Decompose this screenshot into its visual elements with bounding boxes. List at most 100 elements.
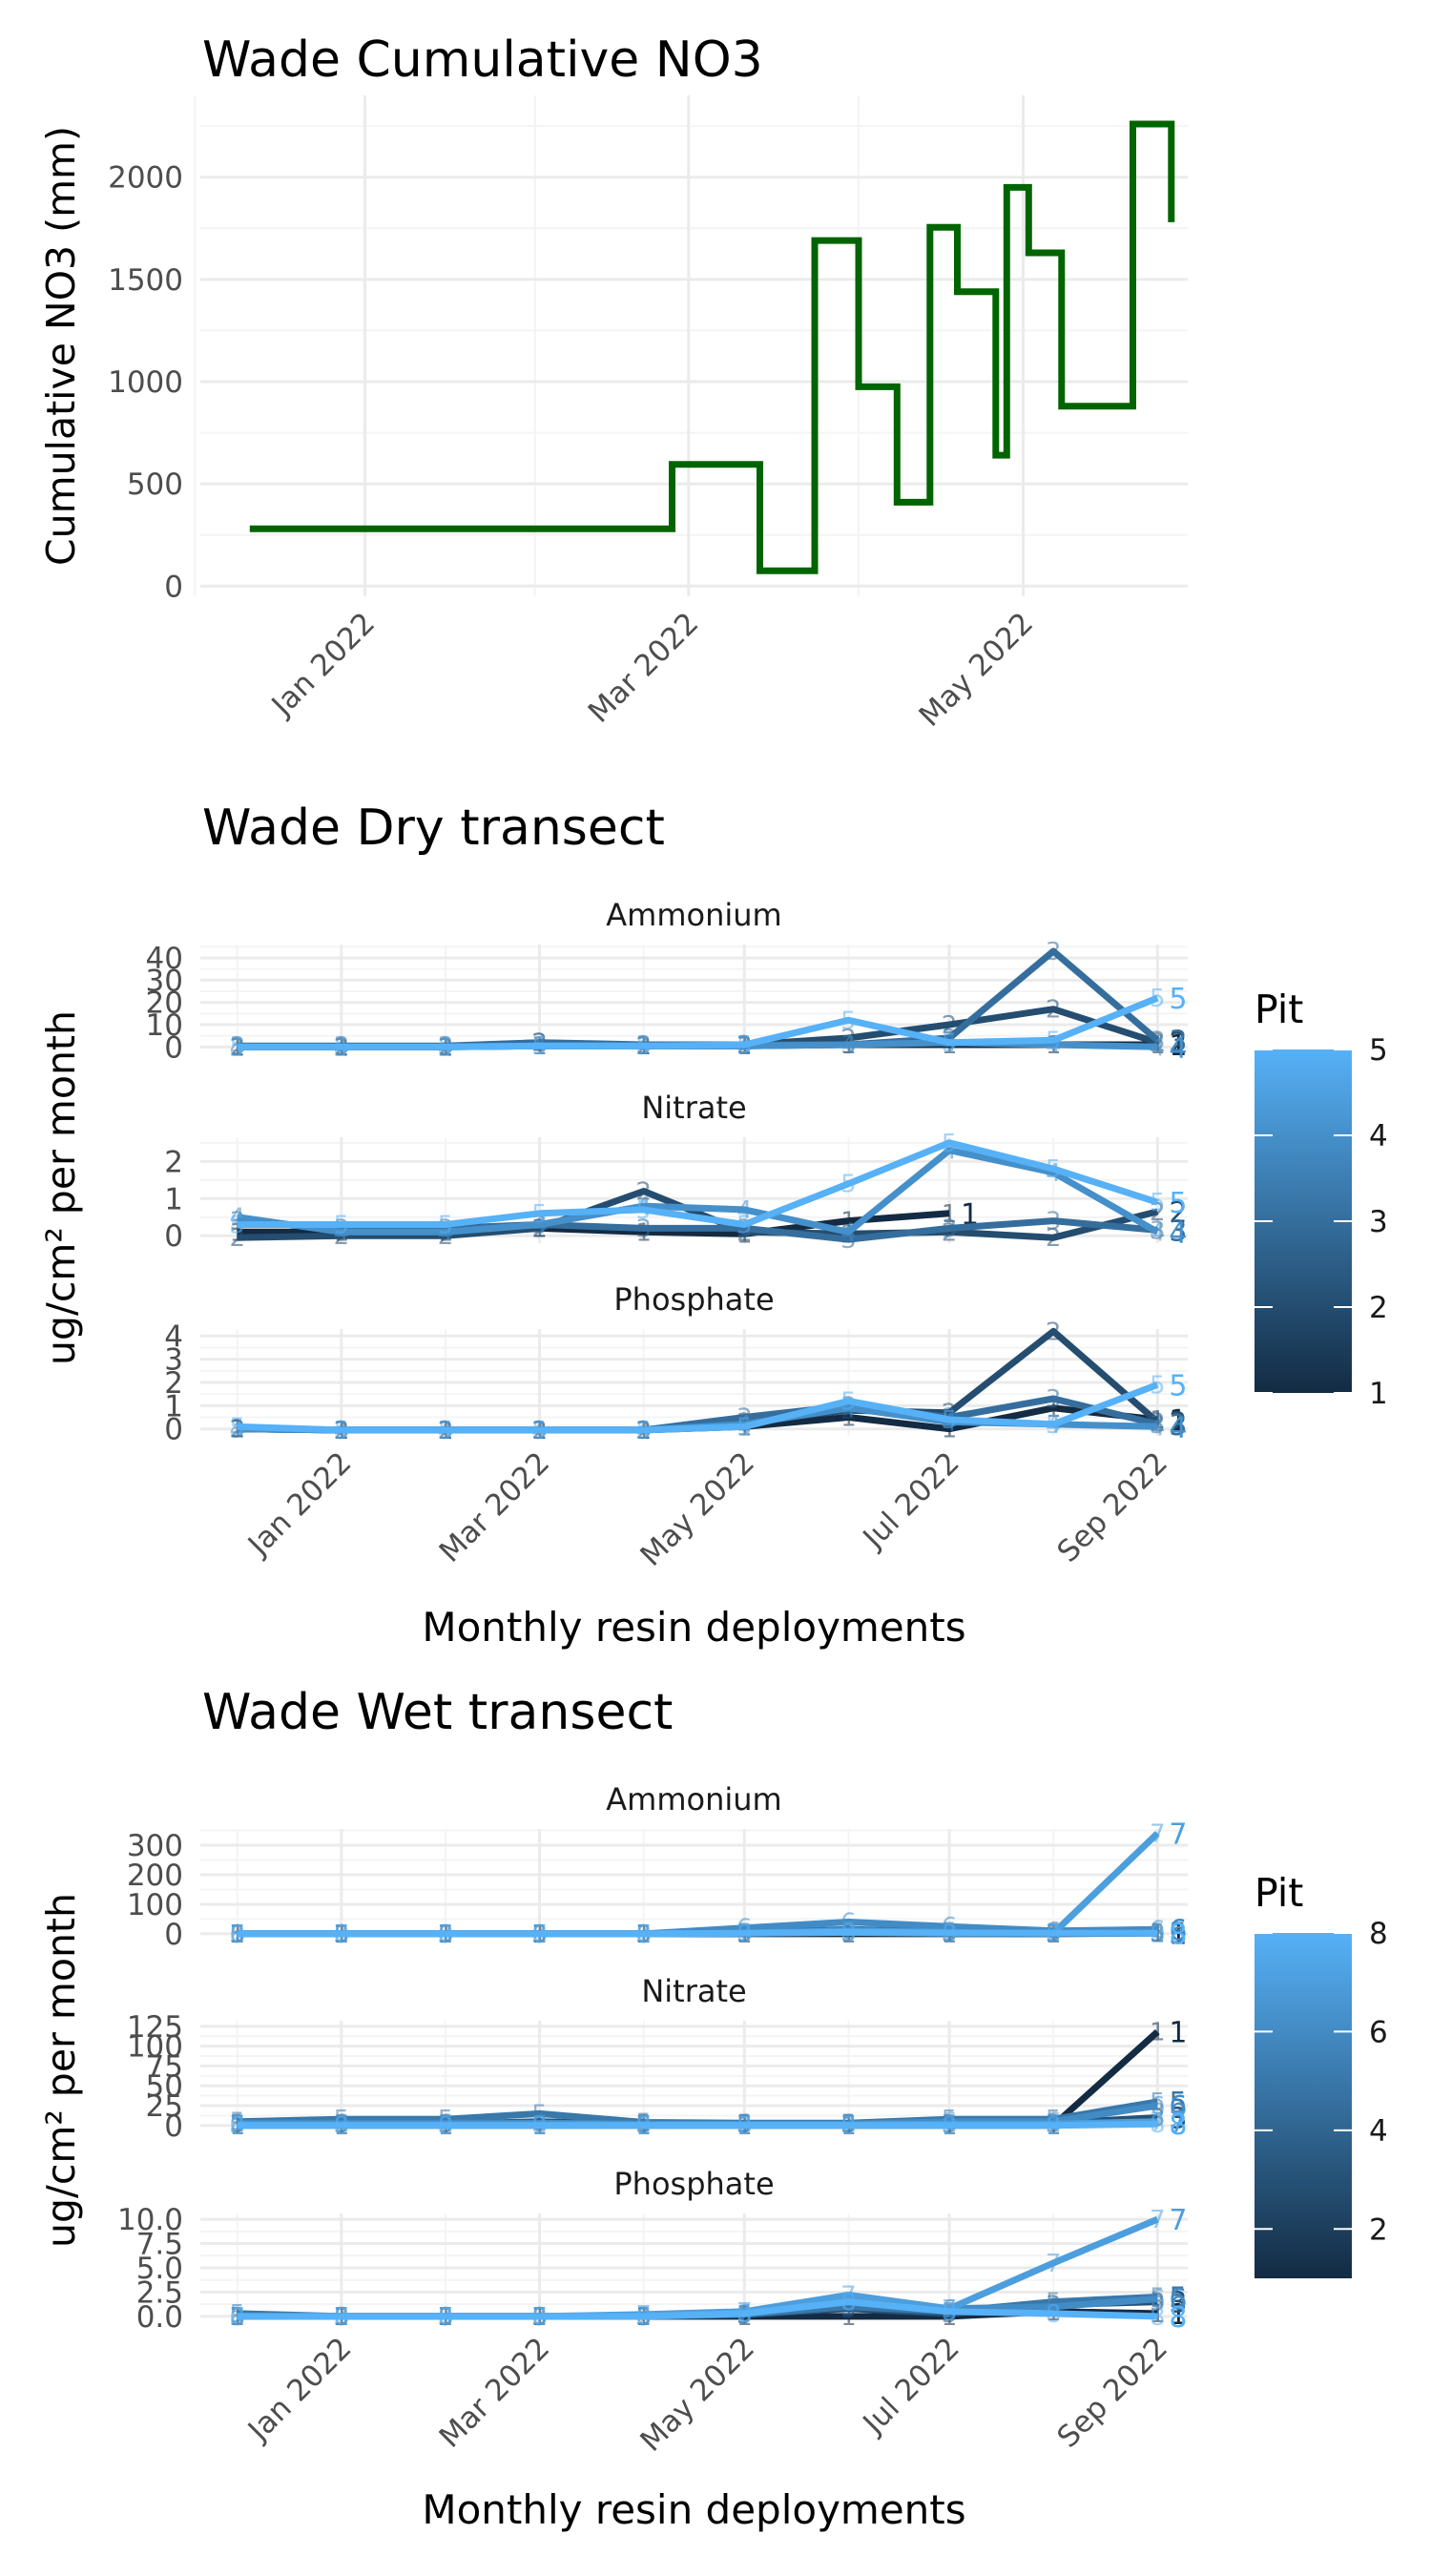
series-line-pit-8	[237, 1928, 1158, 1938]
y-tick-label: 5.0	[136, 2252, 183, 2286]
point-label: 5	[1150, 1919, 1166, 1947]
pit-legend: Pit 1 2 3 4 5	[1255, 987, 1388, 1411]
y-tick-label: 0	[164, 570, 183, 604]
legend-tick-label: 1	[1369, 1377, 1388, 1411]
y-axis-label: ug/cm² per month	[38, 1893, 84, 2248]
legend-tick-label: 4	[1369, 1119, 1388, 1153]
series-end-label: 4	[1169, 1216, 1187, 1250]
y-tick-label: 25	[146, 2089, 183, 2124]
y-tick-label: 10.0	[117, 2203, 183, 2237]
legend-tick-label: 6	[1369, 2015, 1388, 2049]
legend-tick-label: 5	[1369, 1033, 1388, 1068]
series-line-pit-5	[237, 994, 1159, 1050]
x-axis-label: Monthly resin deployments	[422, 1604, 965, 1651]
series-end-label: 5	[1169, 1369, 1187, 1402]
legend-title: Pit	[1255, 987, 1303, 1032]
y-tick-label: 30	[146, 964, 183, 998]
series-end-label: 2	[1169, 1196, 1187, 1230]
legend-colorbar	[1255, 1933, 1352, 2278]
cumulative-no3-chart: Wade Cumulative NO3 0 500 1000 1500 2000 Jan 2…	[38, 31, 1188, 734]
y-tick-label: 1500	[108, 263, 183, 298]
cumulative-no3-line	[249, 120, 1175, 574]
facet-strip-label: Nitrate	[641, 1973, 746, 2009]
series-end-label: 5	[1169, 2282, 1187, 2316]
x-tick-label: Sep 2022	[1050, 2331, 1174, 2455]
series-end-label: 7	[1169, 1818, 1187, 1852]
y-tick-label: 2	[164, 1145, 183, 1179]
point-label: 8	[1150, 2110, 1166, 2139]
y-tick-label: 1	[164, 1389, 183, 1423]
x-tick-label: May 2022	[633, 2331, 761, 2459]
series-end-label: 1	[1169, 1918, 1187, 1951]
series-line-pit-8	[237, 2298, 1158, 2320]
y-tick-label: 0	[164, 2109, 183, 2144]
x-tick-label: Jan 2022	[240, 2331, 358, 2448]
y-tick-label: 20	[146, 987, 183, 1021]
x-tick-label: Mar 2022	[582, 606, 706, 730]
y-tick-label: 1000	[108, 365, 183, 400]
y-tick-label: 3	[164, 1343, 183, 1378]
y-tick-label: 300	[127, 1829, 183, 1863]
facet-strip-label: Phosphate	[613, 2166, 774, 2202]
series-line-pit-3	[237, 947, 1160, 1049]
legend-tick-label: 2	[1369, 1291, 1388, 1325]
x-tick-label: Mar 2022	[433, 2331, 557, 2455]
series-line-pit-5	[237, 1139, 1159, 1228]
x-tick-label: Jan 2022	[240, 1445, 358, 1563]
series-end-label: 2	[1169, 1406, 1187, 1440]
x-tick-label: Mar 2022	[433, 1445, 557, 1569]
pit-legend: Pit 2 4 6 8	[1255, 1870, 1388, 2278]
series-end-label: 4	[1169, 1031, 1187, 1065]
series-end-label: 2	[1169, 1028, 1187, 1061]
series-end-label: 7	[1169, 2204, 1187, 2237]
x-tick-label: Sep 2022	[1050, 1445, 1174, 1569]
series-line-pit-2	[237, 1188, 1159, 1241]
series-end-label: 5	[1169, 1917, 1187, 1950]
series-end-label: 3	[1169, 1409, 1187, 1443]
y-tick-label: 40	[146, 942, 183, 976]
chart-title: Wade Dry transect	[202, 800, 665, 857]
series-end-label: 3	[1169, 1025, 1187, 1058]
y-axis-label: Cumulative NO3 (mm)	[38, 126, 84, 566]
y-tick-label: 2000	[108, 161, 183, 196]
y-tick-label: 75	[146, 2049, 183, 2084]
y-tick-label: 7.5	[136, 2228, 183, 2262]
y-tick-label: 4	[164, 1319, 183, 1354]
legend-tick-label: 2	[1369, 2212, 1388, 2247]
y-tick-label: 0	[164, 1219, 183, 1254]
point-label: 4	[1150, 1218, 1166, 1247]
facet-strip-label: Phosphate	[613, 1281, 774, 1318]
series-line-pit-8	[237, 2120, 1158, 2129]
y-tick-label: 50	[146, 2069, 183, 2104]
series-end-label: 4	[1169, 1411, 1187, 1444]
x-tick-label: Jul 2022	[856, 2331, 966, 2441]
x-tick-label: Jul 2022	[856, 1445, 966, 1556]
y-tick-label: 125	[127, 2010, 183, 2045]
series-end-label: 5	[1169, 2087, 1187, 2120]
series-end-label: 8	[1169, 2301, 1187, 2335]
y-tick-label: 0	[164, 1030, 183, 1065]
facet-strip-label: Ammonium	[606, 897, 781, 933]
series-end-label: 6	[1169, 1914, 1187, 1947]
point-label: 5	[1150, 1189, 1166, 1217]
y-tick-label: 2.5	[136, 2275, 183, 2310]
legend-tick-label: 8	[1369, 1917, 1388, 1951]
y-tick-label: 200	[127, 1859, 183, 1893]
point-label: 8	[1150, 1920, 1166, 1948]
y-tick-label: 500	[127, 467, 183, 502]
y-tick-label: 2	[164, 1366, 183, 1401]
facet-strip-label: Nitrate	[641, 1090, 746, 1126]
y-axis-label: ug/cm² per month	[38, 1010, 84, 1365]
series-end-label: 3	[1169, 1215, 1187, 1248]
y-tick-label: 100	[127, 2030, 183, 2065]
y-tick-label: 0.0	[136, 2300, 183, 2335]
point-label: 8	[1150, 2303, 1166, 2332]
series-end-label: 3	[1169, 1918, 1187, 1951]
